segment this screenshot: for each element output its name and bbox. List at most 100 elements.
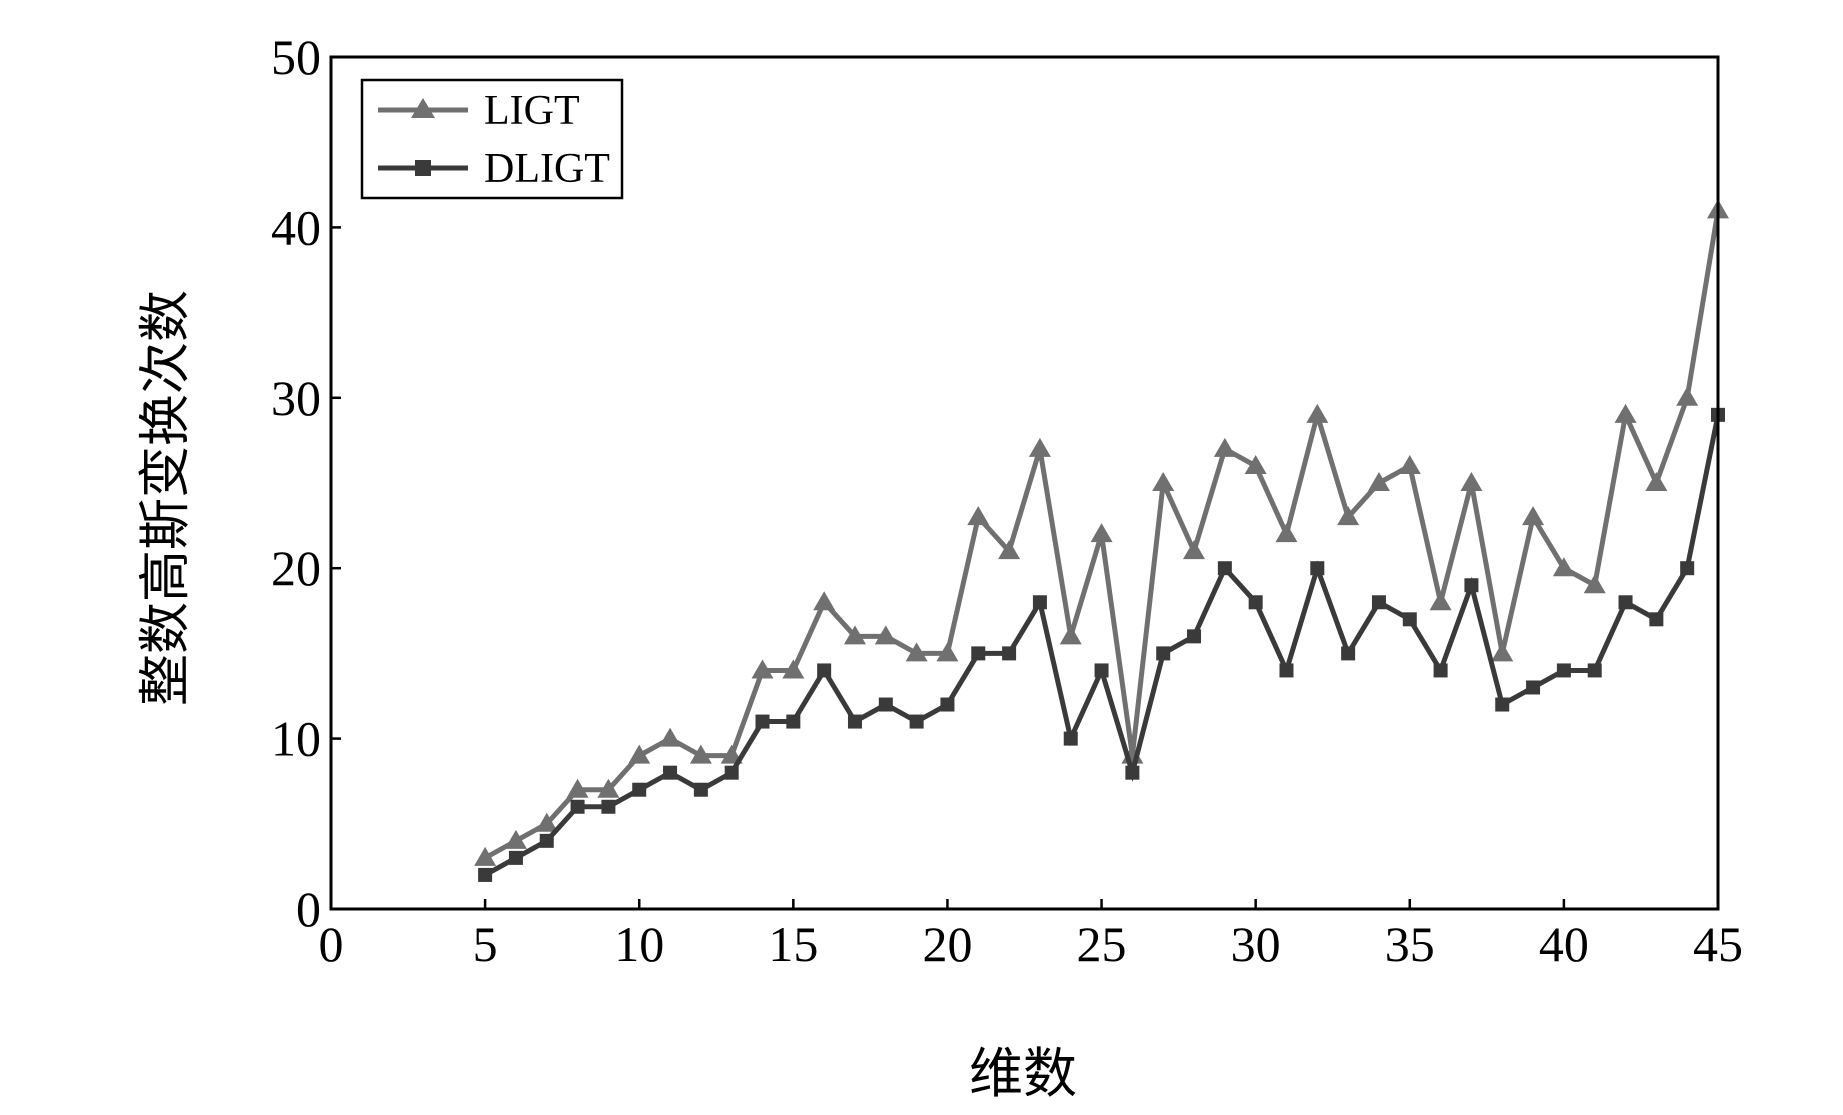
data-point-ligt bbox=[597, 778, 620, 798]
data-point-ligt bbox=[813, 591, 836, 611]
data-point-dligt bbox=[693, 782, 708, 797]
x-tick-label: 30 bbox=[1231, 916, 1281, 972]
data-point-ligt bbox=[1306, 403, 1329, 423]
series-line-dligt bbox=[483, 414, 1721, 878]
data-point-dligt bbox=[539, 833, 554, 848]
data-point-dligt bbox=[632, 782, 647, 797]
data-point-dligt bbox=[1310, 561, 1325, 576]
legend-box bbox=[360, 78, 624, 200]
data-point-dligt bbox=[1063, 731, 1078, 746]
data-point-ligt bbox=[1398, 454, 1421, 474]
data-point-dligt bbox=[570, 799, 585, 814]
data-point-dligt bbox=[1680, 561, 1695, 576]
x-tick-label: 10 bbox=[614, 916, 664, 972]
data-point-dligt bbox=[1402, 612, 1417, 627]
data-point-dligt bbox=[817, 663, 832, 678]
data-point-dligt bbox=[786, 714, 801, 729]
legend-marker-dligt bbox=[415, 160, 431, 176]
data-point-ligt bbox=[936, 642, 959, 662]
data-point-ligt bbox=[1460, 472, 1483, 491]
data-point-ligt bbox=[1028, 437, 1051, 457]
data-point-ligt bbox=[1059, 625, 1082, 645]
data-point-dligt bbox=[663, 765, 678, 780]
data-point-dligt bbox=[1495, 697, 1510, 712]
data-point-dligt bbox=[1187, 629, 1202, 644]
data-point-dligt bbox=[1649, 612, 1664, 627]
y-tick-label: 0 bbox=[296, 881, 321, 937]
data-point-dligt bbox=[1217, 561, 1232, 576]
data-point-ligt bbox=[1244, 454, 1267, 474]
data-point-ligt bbox=[1152, 472, 1175, 491]
data-point-ligt bbox=[1676, 386, 1699, 406]
data-point-ligt bbox=[874, 625, 897, 645]
data-point-dligt bbox=[601, 799, 616, 814]
data-point-dligt bbox=[1125, 765, 1140, 780]
x-axis-label: 维数 bbox=[969, 1042, 1077, 1105]
y-tick-label: 50 bbox=[271, 29, 321, 85]
data-point-ligt bbox=[504, 829, 527, 849]
data-point-ligt bbox=[659, 727, 682, 747]
data-point-ligt bbox=[1367, 472, 1390, 491]
data-point-ligt bbox=[751, 659, 774, 679]
legend-label-ligt: LIGT bbox=[484, 88, 580, 134]
data-point-dligt bbox=[1341, 646, 1356, 661]
data-point-ligt bbox=[1090, 523, 1113, 543]
series-layer bbox=[474, 199, 1729, 882]
data-point-dligt bbox=[478, 867, 493, 882]
data-point-ligt bbox=[1614, 403, 1637, 423]
data-point-ligt bbox=[1183, 540, 1206, 560]
data-point-ligt bbox=[1645, 472, 1668, 491]
data-point-ligt bbox=[782, 659, 805, 679]
data-point-ligt bbox=[628, 744, 651, 764]
y-tick-label: 10 bbox=[271, 711, 321, 767]
data-point-dligt bbox=[1002, 646, 1017, 661]
legend: LIGT DLIGT bbox=[360, 78, 624, 200]
data-point-ligt bbox=[1491, 642, 1514, 662]
data-point-dligt bbox=[1526, 680, 1541, 695]
data-point-dligt bbox=[1094, 663, 1109, 678]
data-point-ligt bbox=[689, 744, 712, 764]
data-point-dligt bbox=[724, 765, 739, 780]
data-point-dligt bbox=[1371, 595, 1386, 610]
x-tick-label: 0 bbox=[319, 916, 344, 972]
legend-label-dligt: DLIGT bbox=[484, 146, 610, 192]
y-axis-label: 整数高斯变换次数 bbox=[136, 290, 196, 706]
data-point-ligt bbox=[1275, 523, 1298, 543]
x-tick-label: 15 bbox=[768, 916, 818, 972]
y-tick-label: 40 bbox=[271, 199, 321, 255]
data-point-ligt bbox=[843, 625, 866, 645]
data-point-ligt bbox=[1337, 506, 1360, 526]
y-tick-label: 20 bbox=[271, 540, 321, 596]
data-point-ligt bbox=[967, 506, 990, 526]
legend-marker-ligt bbox=[411, 98, 435, 118]
plot-frame bbox=[329, 55, 1720, 911]
data-point-ligt bbox=[474, 846, 497, 866]
data-point-ligt bbox=[535, 812, 558, 832]
data-point-dligt bbox=[971, 646, 986, 661]
data-point-ligt bbox=[1583, 574, 1606, 594]
data-point-dligt bbox=[508, 850, 523, 865]
tick-layer: 0 5 10 15 20 25 30 35 40 45 0 10 20 30 40 50 bbox=[271, 29, 1743, 972]
data-point-ligt bbox=[1429, 591, 1452, 611]
data-point-dligt bbox=[847, 714, 862, 729]
data-point-ligt bbox=[1213, 437, 1236, 457]
x-tick-label: 25 bbox=[1077, 916, 1127, 972]
data-point-dligt bbox=[1156, 646, 1171, 661]
data-point-dligt bbox=[1618, 595, 1633, 610]
data-point-dligt bbox=[1248, 595, 1263, 610]
x-tick-label: 45 bbox=[1693, 916, 1743, 972]
data-point-dligt bbox=[1587, 663, 1602, 678]
data-point-ligt bbox=[1552, 557, 1575, 577]
x-tick-label: 35 bbox=[1385, 916, 1435, 972]
data-point-ligt bbox=[998, 540, 1021, 560]
x-tick-label: 40 bbox=[1539, 916, 1589, 972]
data-point-dligt bbox=[909, 714, 924, 729]
x-tick-label: 20 bbox=[922, 916, 972, 972]
x-tick-label: 5 bbox=[473, 916, 498, 972]
data-point-dligt bbox=[878, 697, 893, 712]
data-point-dligt bbox=[1279, 663, 1294, 678]
data-point-ligt bbox=[566, 778, 589, 798]
data-point-dligt bbox=[1032, 595, 1047, 610]
data-point-dligt bbox=[1433, 663, 1448, 678]
